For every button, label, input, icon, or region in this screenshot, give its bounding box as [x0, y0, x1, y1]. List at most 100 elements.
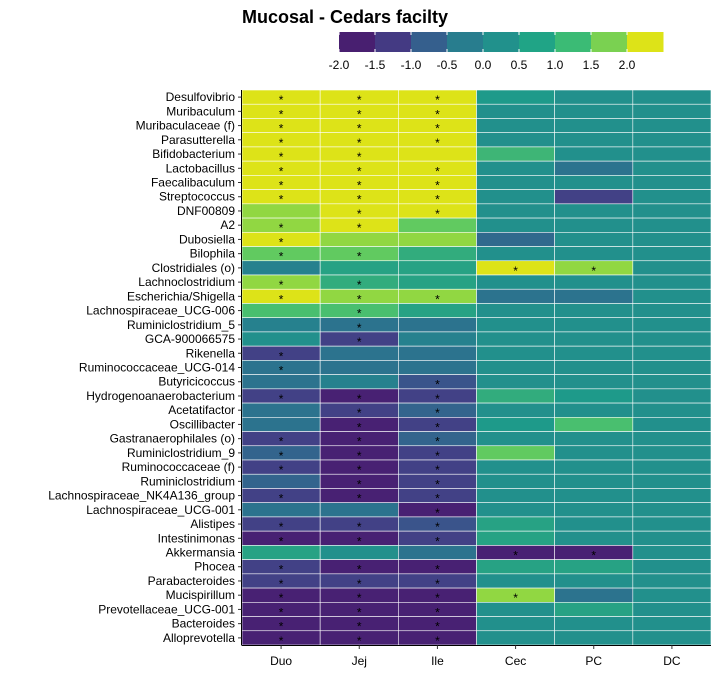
significance-star: * — [279, 563, 284, 577]
legend-tick-label: -2.0 — [329, 58, 350, 72]
heatmap-cell — [632, 317, 712, 333]
heatmap-cell — [632, 89, 712, 105]
y-tick-label: Hydrogenoanaerobacterium — [86, 389, 235, 403]
y-tick-label: Rikenella — [186, 346, 236, 360]
heatmap-cell — [241, 317, 321, 333]
heatmap-cell — [398, 360, 477, 375]
significance-star: * — [435, 520, 440, 534]
heatmap-cell — [632, 146, 712, 162]
y-tick-label: Ruminococcaceae (f) — [122, 460, 235, 474]
heatmap-cell — [632, 417, 712, 432]
significance-star: * — [435, 207, 440, 221]
heatmap-cell — [632, 160, 712, 176]
y-tick-label: Bilophila — [190, 247, 236, 261]
y-tick-label: Ruminiclostridium_5 — [127, 318, 235, 332]
significance-star: * — [435, 534, 440, 548]
heatmap-cell — [476, 630, 555, 646]
y-tick-label: Faecalibaculum — [151, 176, 235, 190]
y-tick-label: Lachnospiraceae_UCG-001 — [86, 503, 235, 517]
heatmap-cell — [632, 303, 712, 318]
heatmap-cell — [476, 488, 555, 503]
y-tick-label: Muribaculum — [166, 104, 235, 118]
significance-star: * — [435, 420, 440, 434]
heatmap-cell — [632, 118, 712, 133]
heatmap-cell — [554, 189, 634, 205]
heatmap-cell — [632, 573, 712, 589]
heatmap-cell — [632, 203, 712, 219]
significance-star: * — [279, 620, 284, 634]
y-tick-label: Desulfovibrio — [166, 90, 236, 104]
significance-star: * — [435, 122, 440, 136]
heatmap-cell — [554, 402, 634, 418]
heatmap-cell — [476, 573, 555, 589]
significance-star: * — [435, 193, 440, 207]
legend-swatch — [339, 32, 376, 52]
heatmap-cell — [554, 431, 634, 447]
y-tick-label: DNF00809 — [177, 204, 235, 218]
significance-markers: * * ** * ** * ** * ** ** * ** * ** * ** ** *** ** ** ** * ****… — [279, 93, 597, 648]
significance-star: * — [435, 620, 440, 634]
heatmap-cell — [632, 217, 712, 233]
legend-tick-label: -1.0 — [401, 58, 422, 72]
significance-star: * — [357, 292, 362, 306]
heatmap-cell — [476, 445, 555, 461]
heatmap-cell — [554, 103, 634, 119]
heatmap-cell — [476, 516, 555, 532]
y-tick-label: Bifidobacterium — [152, 147, 235, 161]
heatmap-cell — [554, 502, 634, 518]
significance-star: * — [279, 164, 284, 178]
heatmap-cell — [554, 132, 634, 148]
heatmap-cell — [476, 530, 555, 546]
y-tick-label: Acetatifactor — [168, 403, 235, 417]
heatmap-cell — [632, 132, 712, 148]
significance-star: * — [357, 463, 362, 477]
significance-star: * — [435, 378, 440, 392]
significance-star: * — [435, 449, 440, 463]
heatmap-cell — [476, 345, 555, 361]
significance-star: * — [435, 292, 440, 306]
chart-title: Mucosal - Cedars facilty — [242, 7, 448, 27]
heatmap-cell — [476, 246, 555, 262]
heatmap-cell — [554, 175, 634, 190]
legend-swatch — [627, 32, 664, 52]
significance-star: * — [435, 435, 440, 449]
heatmap-cell — [632, 587, 712, 603]
heatmap-cell — [476, 360, 555, 375]
significance-star: * — [357, 93, 362, 107]
significance-star: * — [435, 392, 440, 406]
significance-star: * — [435, 136, 440, 150]
y-tick-label: Phocea — [194, 560, 235, 574]
heatmap-cell — [554, 473, 634, 489]
significance-star: * — [279, 435, 284, 449]
significance-star: * — [357, 207, 362, 221]
heatmap-cell — [632, 246, 712, 262]
heatmap-cell — [632, 616, 712, 632]
significance-star: * — [357, 563, 362, 577]
heatmap-cell — [632, 545, 712, 560]
significance-star: * — [435, 577, 440, 591]
significance-star: * — [357, 492, 362, 506]
y-tick-label: Clostridiales (o) — [152, 261, 235, 275]
y-tick-label: Lachnospiraceae_NK4A136_group — [48, 489, 235, 503]
heatmap-cell — [476, 132, 555, 148]
significance-star: * — [279, 193, 284, 207]
y-tick-label: Streptococcus — [159, 190, 235, 204]
significance-star: * — [357, 307, 362, 321]
significance-star: * — [279, 93, 284, 107]
heatmap-cell — [241, 331, 321, 347]
significance-star: * — [357, 435, 362, 449]
heatmap-cell — [632, 502, 712, 518]
heatmap-cell — [554, 217, 634, 233]
legend-swatch — [375, 32, 412, 52]
significance-star: * — [357, 420, 362, 434]
heatmap-cell — [476, 160, 555, 176]
significance-star: * — [435, 506, 440, 520]
y-tick-label: Ruminiclostridium — [140, 474, 235, 488]
color-legend: -2.0 -1.5 -1.0 -0.5 0.0 0.5 1.0 1.5 2.0 — [329, 32, 664, 72]
heatmap-cell — [554, 345, 634, 361]
heatmap-cell — [476, 217, 555, 233]
heatmap-cell — [476, 175, 555, 190]
heatmap-cell — [554, 616, 634, 632]
significance-star: * — [279, 107, 284, 121]
